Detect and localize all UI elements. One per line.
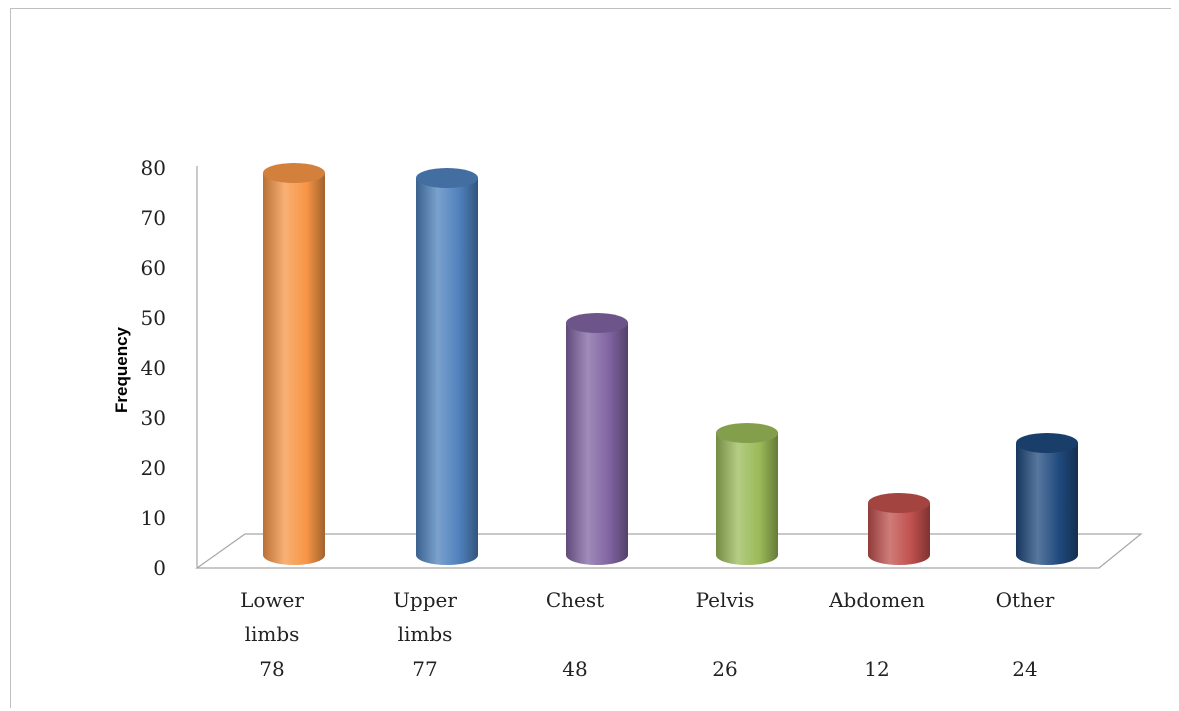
x-count-label: 48	[562, 657, 587, 681]
bar	[1016, 433, 1078, 565]
x-axis-labels: Lower limbs 78 Upper limbs 77 Chest 48 Pelvis 26 A…	[240, 588, 1055, 681]
x-category-label: limbs	[398, 622, 453, 646]
bar	[868, 493, 930, 565]
y-tick-label: 10	[141, 506, 166, 530]
y-tick-label: 70	[141, 206, 166, 230]
y-axis-ticks: 0 10 20 30 40 50 60 70 80	[141, 156, 166, 580]
bar-top	[416, 168, 478, 188]
bar-top	[716, 423, 778, 443]
y-axis-label: Frequency	[112, 326, 131, 413]
chart-frame	[10, 8, 1171, 708]
bar-top	[263, 163, 325, 183]
bar	[566, 313, 628, 565]
x-count-label: 78	[259, 657, 284, 681]
y-tick-label: 0	[153, 556, 166, 580]
y-tick-label: 30	[141, 406, 166, 430]
bar-body	[416, 178, 478, 565]
x-count-label: 77	[412, 657, 437, 681]
x-category-label: Chest	[546, 588, 604, 612]
bar-body	[566, 323, 628, 565]
bar-body	[1016, 443, 1078, 565]
bar-body	[263, 173, 325, 565]
x-count-label: 24	[1012, 657, 1037, 681]
bar-top	[1016, 433, 1078, 453]
bar-body	[868, 503, 930, 565]
y-tick-label: 20	[141, 456, 166, 480]
bar-body	[716, 433, 778, 565]
chart-floor	[195, 533, 1143, 569]
bar-top	[566, 313, 628, 333]
chart-axes	[195, 166, 1143, 569]
bar	[416, 168, 478, 565]
bar-top	[868, 493, 930, 513]
x-category-label: Other	[996, 588, 1055, 612]
y-tick-label: 50	[141, 306, 166, 330]
x-category-label: Upper	[393, 588, 457, 612]
x-count-label: 12	[864, 657, 889, 681]
x-category-label: Lower	[240, 588, 304, 612]
bar	[716, 423, 778, 565]
x-category-label: limbs	[245, 622, 300, 646]
x-count-label: 26	[712, 657, 737, 681]
bar	[263, 163, 325, 565]
x-category-label: Pelvis	[696, 588, 755, 612]
y-tick-label: 40	[141, 356, 166, 380]
y-tick-label: 80	[141, 156, 166, 180]
chart-bars	[263, 163, 1078, 565]
x-category-label: Abdomen	[828, 588, 925, 612]
y-tick-label: 60	[141, 256, 166, 280]
